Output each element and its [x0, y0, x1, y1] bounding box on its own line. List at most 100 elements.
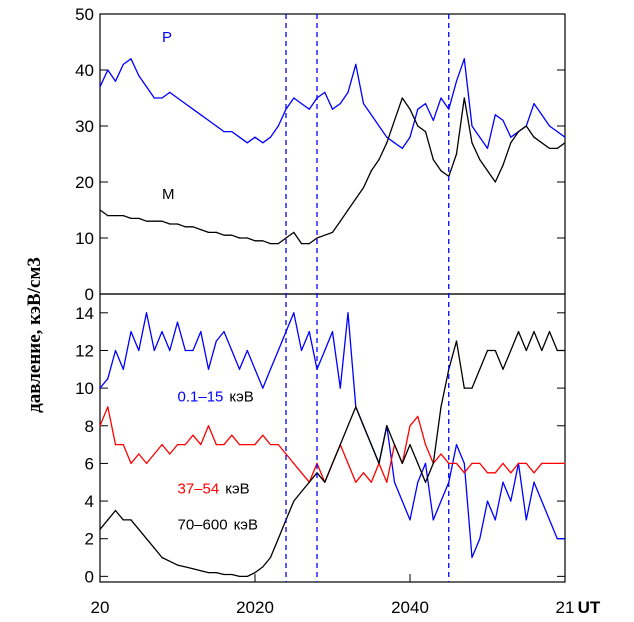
x-tick-label-1: 2020: [236, 598, 274, 617]
data-point-0-1-20: [254, 240, 256, 242]
y-axis-label: давление, кэВ/см3: [24, 257, 45, 413]
data-point-1-1-60: [564, 462, 566, 465]
data-point-0-1-51: [494, 181, 496, 183]
data-point-1-1-58: [548, 462, 551, 465]
data-point-1-2-36: [378, 462, 380, 465]
series-label-unit-1-2: кэВ: [234, 516, 258, 533]
data-point-1-0-48: [471, 556, 473, 559]
data-point-1-2-5: [138, 528, 140, 530]
data-point-1-1-51: [494, 472, 496, 474]
data-point-1-2-25: [293, 500, 295, 502]
data-point-1-1-47: [463, 472, 465, 474]
data-point-0-1-17: [231, 234, 233, 236]
data-point-1-0-40: [409, 519, 411, 521]
data-point-1-2-16: [223, 573, 225, 576]
data-point-1-0-3: [122, 368, 124, 370]
data-point-0-0-38: [393, 142, 396, 144]
data-point-1-1-8: [161, 443, 163, 446]
data-point-1-0-47: [463, 462, 465, 465]
data-point-1-0-6: [145, 312, 148, 314]
data-point-1-1-12: [192, 434, 194, 436]
data-point-1-2-56: [533, 331, 535, 333]
data-point-1-2-31: [339, 443, 341, 446]
data-point-0-0-46: [455, 80, 458, 82]
data-point-1-0-53: [510, 500, 512, 502]
data-point-0-1-29: [324, 234, 326, 236]
data-point-1-1-59: [556, 462, 558, 465]
data-point-0-0-42: [424, 103, 427, 105]
data-point-1-1-14: [207, 425, 210, 427]
data-point-0-1-46: [455, 153, 458, 155]
data-point-0-0-25: [293, 97, 295, 99]
data-point-1-2-21: [262, 566, 264, 568]
data-point-1-2-0: [99, 528, 101, 530]
data-point-0-1-22: [269, 243, 272, 245]
data-point-0-1-50: [486, 170, 489, 172]
data-point-0-1-23: [277, 243, 279, 245]
data-point-0-0-16: [223, 131, 225, 133]
data-point-0-0-40: [409, 136, 411, 138]
data-point-1-2-30: [331, 462, 334, 465]
data-point-0-0-8: [161, 97, 163, 99]
x-tick-label-3: 21: [556, 598, 575, 617]
data-point-0-1-59: [556, 147, 558, 149]
data-point-1-1-15: [215, 443, 217, 446]
data-point-0-1-41: [417, 125, 419, 127]
data-point-0-0-23: [277, 125, 279, 127]
data-point-1-0-15: [215, 340, 217, 342]
data-point-0-0-56: [533, 103, 535, 105]
data-point-1-1-48: [471, 462, 473, 465]
y-tick-label-1-4: 8: [85, 417, 94, 436]
data-point-0-1-14: [207, 231, 210, 233]
data-point-0-0-7: [153, 97, 155, 99]
data-point-0-0-57: [541, 114, 543, 116]
data-point-0-1-12: [192, 226, 194, 228]
data-point-0-0-52: [502, 119, 504, 121]
data-point-0-0-4: [130, 58, 132, 60]
data-point-0-0-26: [300, 103, 303, 105]
data-point-1-1-57: [541, 462, 543, 465]
data-point-1-2-20: [254, 571, 256, 574]
data-point-0-1-54: [517, 131, 520, 133]
data-point-0-1-6: [145, 220, 148, 222]
y-tick-label-0-5: 50: [75, 5, 94, 24]
data-point-1-1-25: [293, 462, 295, 465]
data-point-0-0-3: [122, 63, 124, 65]
data-point-1-2-33: [355, 406, 357, 408]
data-point-0-1-56: [533, 136, 535, 138]
data-point-0-0-39: [401, 147, 403, 149]
data-point-0-0-59: [556, 131, 558, 133]
data-point-0-0-2: [114, 80, 117, 82]
data-point-1-1-54: [517, 462, 520, 465]
data-point-0-1-37: [386, 142, 388, 144]
data-point-1-2-52: [502, 368, 504, 370]
data-point-0-1-43: [432, 159, 434, 161]
data-point-0-0-22: [269, 136, 272, 138]
data-point-0-0-41: [417, 108, 419, 110]
data-point-1-1-32: [347, 462, 349, 465]
data-point-1-0-22: [269, 368, 272, 370]
data-point-1-0-50: [486, 500, 489, 502]
data-point-0-1-58: [548, 147, 551, 149]
data-point-1-2-9: [169, 560, 171, 562]
data-point-0-1-18: [238, 237, 241, 239]
data-point-1-1-21: [262, 434, 264, 436]
data-point-0-1-24: [285, 237, 287, 239]
data-point-1-2-7: [153, 547, 155, 549]
data-point-0-0-32: [347, 91, 349, 93]
data-point-1-1-33: [355, 481, 357, 483]
data-point-1-1-26: [300, 472, 303, 474]
data-point-1-0-60: [564, 538, 566, 540]
data-point-0-1-31: [339, 220, 341, 222]
data-point-1-0-12: [192, 349, 194, 352]
series-label-text-1-2: 70–600: [178, 516, 228, 533]
data-point-0-1-27: [308, 243, 310, 245]
data-point-1-0-49: [479, 538, 481, 540]
data-point-1-0-9: [169, 349, 171, 352]
series-label-text-0-0: P: [162, 29, 172, 46]
data-point-0-1-47: [463, 97, 465, 99]
data-point-1-0-51: [494, 519, 496, 521]
y-tick-label-1-0: 0: [85, 567, 94, 586]
data-point-1-0-25: [293, 312, 295, 314]
